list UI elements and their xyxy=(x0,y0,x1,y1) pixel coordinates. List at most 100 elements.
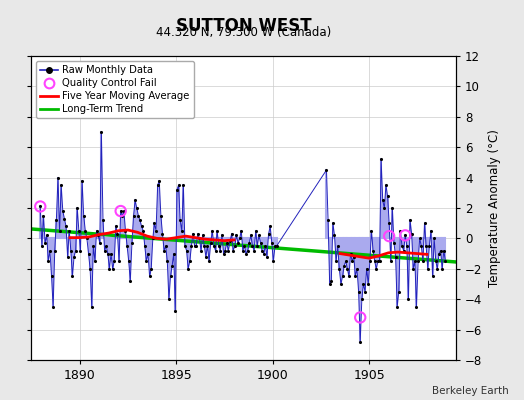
Point xyxy=(429,273,437,280)
Point xyxy=(163,258,171,264)
Point xyxy=(107,250,115,257)
Point xyxy=(173,186,181,193)
Point xyxy=(36,203,45,210)
Point xyxy=(340,262,348,269)
Point xyxy=(330,232,339,238)
Point xyxy=(84,250,93,257)
Point xyxy=(181,243,189,249)
Point xyxy=(398,243,406,249)
Point xyxy=(433,266,442,272)
Point xyxy=(396,228,405,234)
Point xyxy=(67,247,75,254)
Point xyxy=(337,281,345,287)
Point xyxy=(216,247,225,254)
Point xyxy=(56,228,64,234)
Point xyxy=(245,240,254,246)
Point xyxy=(155,178,163,184)
Point xyxy=(213,228,221,234)
Point xyxy=(261,243,269,249)
Point xyxy=(259,250,268,257)
Point xyxy=(229,247,237,254)
Point xyxy=(354,288,363,295)
Point xyxy=(125,258,133,264)
Point xyxy=(50,247,59,254)
Point xyxy=(136,217,144,223)
Point xyxy=(194,231,202,237)
Point xyxy=(411,258,419,264)
Point xyxy=(380,205,388,211)
Point xyxy=(412,304,421,310)
Point xyxy=(258,247,266,254)
Point xyxy=(435,250,443,257)
Point xyxy=(176,217,184,223)
Point xyxy=(49,304,57,310)
Point xyxy=(359,281,368,287)
Point xyxy=(68,273,77,280)
Point xyxy=(436,247,445,254)
Point xyxy=(73,205,81,211)
Point xyxy=(71,247,80,254)
Point xyxy=(199,232,207,238)
Point xyxy=(62,223,70,230)
Point xyxy=(189,231,197,237)
Point xyxy=(266,223,275,230)
Point xyxy=(54,174,62,181)
Point xyxy=(118,212,126,219)
Point xyxy=(101,247,109,254)
Point xyxy=(339,273,347,280)
Point xyxy=(269,258,278,264)
Point xyxy=(81,228,90,234)
Point xyxy=(121,228,129,234)
Point xyxy=(206,240,215,246)
Point xyxy=(89,243,97,249)
Point xyxy=(420,220,429,226)
Point xyxy=(105,266,114,272)
Point xyxy=(227,231,236,237)
Point xyxy=(168,262,176,269)
Point xyxy=(332,258,340,264)
Point xyxy=(401,232,409,238)
Point xyxy=(218,232,226,238)
Point xyxy=(384,193,392,199)
Point xyxy=(432,258,440,264)
Point xyxy=(390,240,398,246)
Point xyxy=(427,228,435,234)
Point xyxy=(409,266,418,272)
Point xyxy=(95,240,104,246)
Point xyxy=(419,258,427,264)
Point xyxy=(44,258,52,264)
Point xyxy=(252,228,260,234)
Point xyxy=(244,247,252,254)
Point xyxy=(342,258,350,264)
Point xyxy=(126,278,135,284)
Point xyxy=(38,243,46,249)
Point xyxy=(77,247,85,254)
Point xyxy=(387,258,395,264)
Point xyxy=(408,231,416,237)
Point xyxy=(70,254,78,260)
Point xyxy=(238,247,247,254)
Point xyxy=(377,156,385,162)
Point xyxy=(353,266,361,272)
Point xyxy=(214,243,223,249)
Point xyxy=(430,235,439,242)
Point xyxy=(110,258,118,264)
Point xyxy=(329,220,337,226)
Point xyxy=(210,243,218,249)
Point xyxy=(146,273,154,280)
Point xyxy=(335,266,344,272)
Point xyxy=(99,217,107,223)
Point xyxy=(123,243,132,249)
Point xyxy=(174,182,183,188)
Point xyxy=(158,231,167,237)
Point xyxy=(271,243,279,249)
Point xyxy=(422,243,430,249)
Point xyxy=(195,235,204,242)
Point xyxy=(416,235,424,242)
Point xyxy=(208,228,216,234)
Point xyxy=(395,288,403,295)
Point xyxy=(366,258,374,264)
Point xyxy=(346,250,355,257)
Point xyxy=(46,247,54,254)
Point xyxy=(401,232,409,238)
